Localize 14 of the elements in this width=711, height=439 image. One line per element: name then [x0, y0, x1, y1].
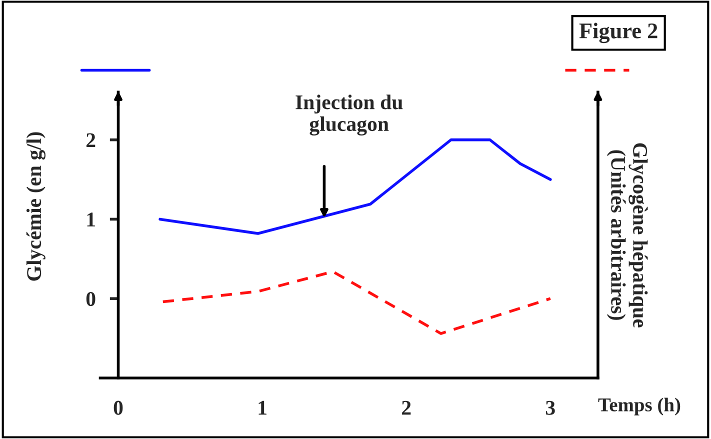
- x-axis-title: Temps (h): [598, 398, 680, 416]
- x-tick-label: 0: [114, 400, 123, 415]
- line-series: [158, 138, 552, 235]
- chart-title: Figure 2: [579, 22, 658, 44]
- y-tick-label: 2: [86, 133, 96, 148]
- x-tick-label: 2: [402, 400, 411, 415]
- y-axis-title: Glycémie (en g/l): [26, 132, 46, 281]
- y2-axis-title: Glycogène hépatique (Unités arbitraires): [606, 143, 648, 328]
- x-tick-label: 1: [258, 400, 266, 415]
- line-series: [162, 270, 552, 335]
- x-tick-label: 3: [546, 400, 555, 415]
- annotation: Injection du glucagon: [296, 94, 403, 136]
- y-tick-label: 1: [87, 212, 95, 226]
- y-tick-label: 0: [86, 292, 96, 306]
